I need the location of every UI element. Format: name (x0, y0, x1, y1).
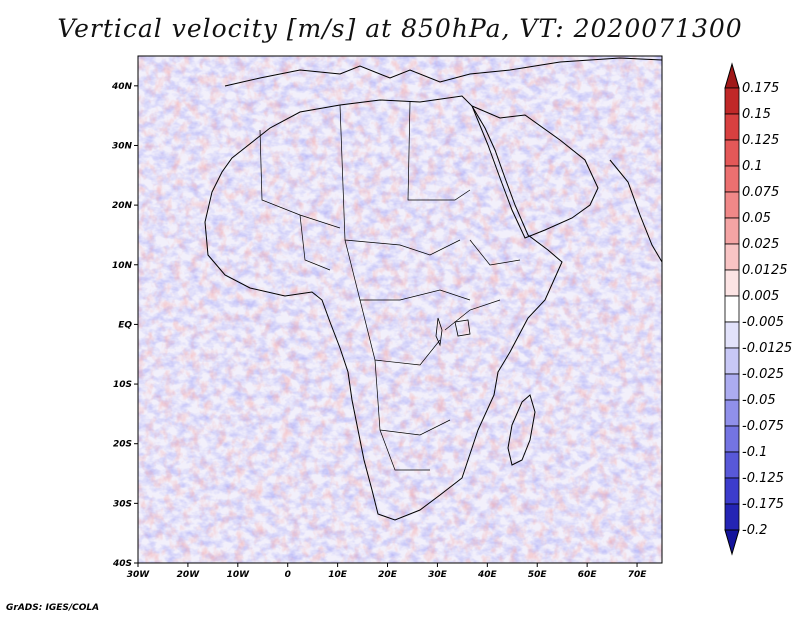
colorbar-box (724, 191, 740, 219)
grads-credit: GrADS: IGES/COLA (6, 603, 100, 613)
y-tick-label: 10S (113, 380, 132, 390)
y-tick-label: 40S (112, 559, 132, 569)
colorbar-box (724, 269, 740, 297)
colorbar: 0.175 0.15 0.125 0.1 0.075 0.05 0.025 0.0125 0.0… (724, 62, 792, 556)
x-tick-label: 20E (378, 570, 398, 580)
colorbar-label: -0.1 (742, 445, 767, 460)
y-tick-label: 30S (113, 499, 132, 509)
x-tick-label: 10W (227, 570, 251, 580)
colorbar-label: -0.2 (742, 523, 767, 538)
colorbar-label: -0.005 (742, 315, 784, 330)
y-tick-label: EQ (118, 320, 132, 330)
velocity-field (138, 56, 662, 563)
colorbar-label: 0.005 (742, 289, 779, 304)
map-title: Vertical velocity [m/s] at 850hPa, VT: 2… (57, 14, 743, 43)
colorbar-box (724, 477, 740, 505)
colorbar-box (724, 347, 740, 375)
colorbar-box (724, 87, 740, 115)
y-tick-label: 30N (112, 141, 133, 151)
colorbar-box (724, 139, 740, 167)
x-tick-label: 50E (528, 570, 548, 580)
x-tick-label: 0 (285, 570, 291, 580)
colorbar-box (724, 399, 740, 427)
madagascar-coastline (507, 394, 536, 466)
colorbar-box (724, 451, 740, 479)
x-tick-label: 20W (177, 570, 201, 580)
y-tick-label: 10N (112, 261, 133, 271)
y-tick-label: 20N (112, 201, 133, 211)
colorbar-top-arrow (724, 62, 740, 89)
colorbar-box (724, 295, 740, 323)
colorbar-bottom-arrow (724, 529, 740, 556)
colorbar-label: -0.05 (742, 393, 776, 408)
colorbar-label: 0.175 (742, 81, 779, 96)
country-borders (259, 101, 521, 471)
colorbar-box (724, 165, 740, 193)
colorbar-label: 0.0125 (742, 263, 788, 278)
colorbar-box (724, 425, 740, 453)
colorbar-label: -0.125 (742, 471, 784, 486)
map-axes: 30W 20W 10W 0 10E 20E 30E 40E 50E 60E 70E 40N 30N 20N… (111, 82, 647, 580)
colorbar-label: -0.175 (742, 497, 784, 512)
colorbar-label: -0.025 (742, 367, 784, 382)
colorbar-label: 0.075 (742, 185, 779, 200)
x-tick-label: 30W (127, 570, 151, 580)
colorbar-label: 0.05 (742, 211, 771, 226)
colorbar-label: -0.075 (742, 419, 784, 434)
x-tick-label: 60E (578, 570, 598, 580)
europe-coastline (224, 57, 662, 87)
colorbar-box (724, 321, 740, 349)
colorbar-label: 0.025 (742, 237, 779, 252)
colorbar-label: -0.0125 (742, 341, 792, 356)
colorbar-label: 0.1 (742, 159, 763, 174)
x-tick-label: 10E (328, 570, 348, 580)
y-tick-label: 40N (111, 82, 133, 92)
plot-frame (137, 55, 663, 564)
colorbar-label: 0.125 (742, 133, 779, 148)
arabia-coastline (471, 105, 599, 239)
x-tick-label: 70E (628, 570, 648, 580)
x-tick-label: 30E (428, 570, 448, 580)
lake-tanganyika (435, 317, 443, 347)
colorbar-label: 0.15 (742, 107, 771, 122)
colorbar-box (724, 243, 740, 271)
y-tick-label: 20S (113, 440, 132, 450)
india-coastline (609, 159, 662, 263)
colorbar-box (724, 113, 740, 141)
colorbar-box (724, 373, 740, 401)
lake-victoria (454, 319, 471, 337)
x-tick-label: 40E (477, 570, 498, 580)
colorbar-box (724, 503, 740, 531)
colorbar-box (724, 217, 740, 245)
